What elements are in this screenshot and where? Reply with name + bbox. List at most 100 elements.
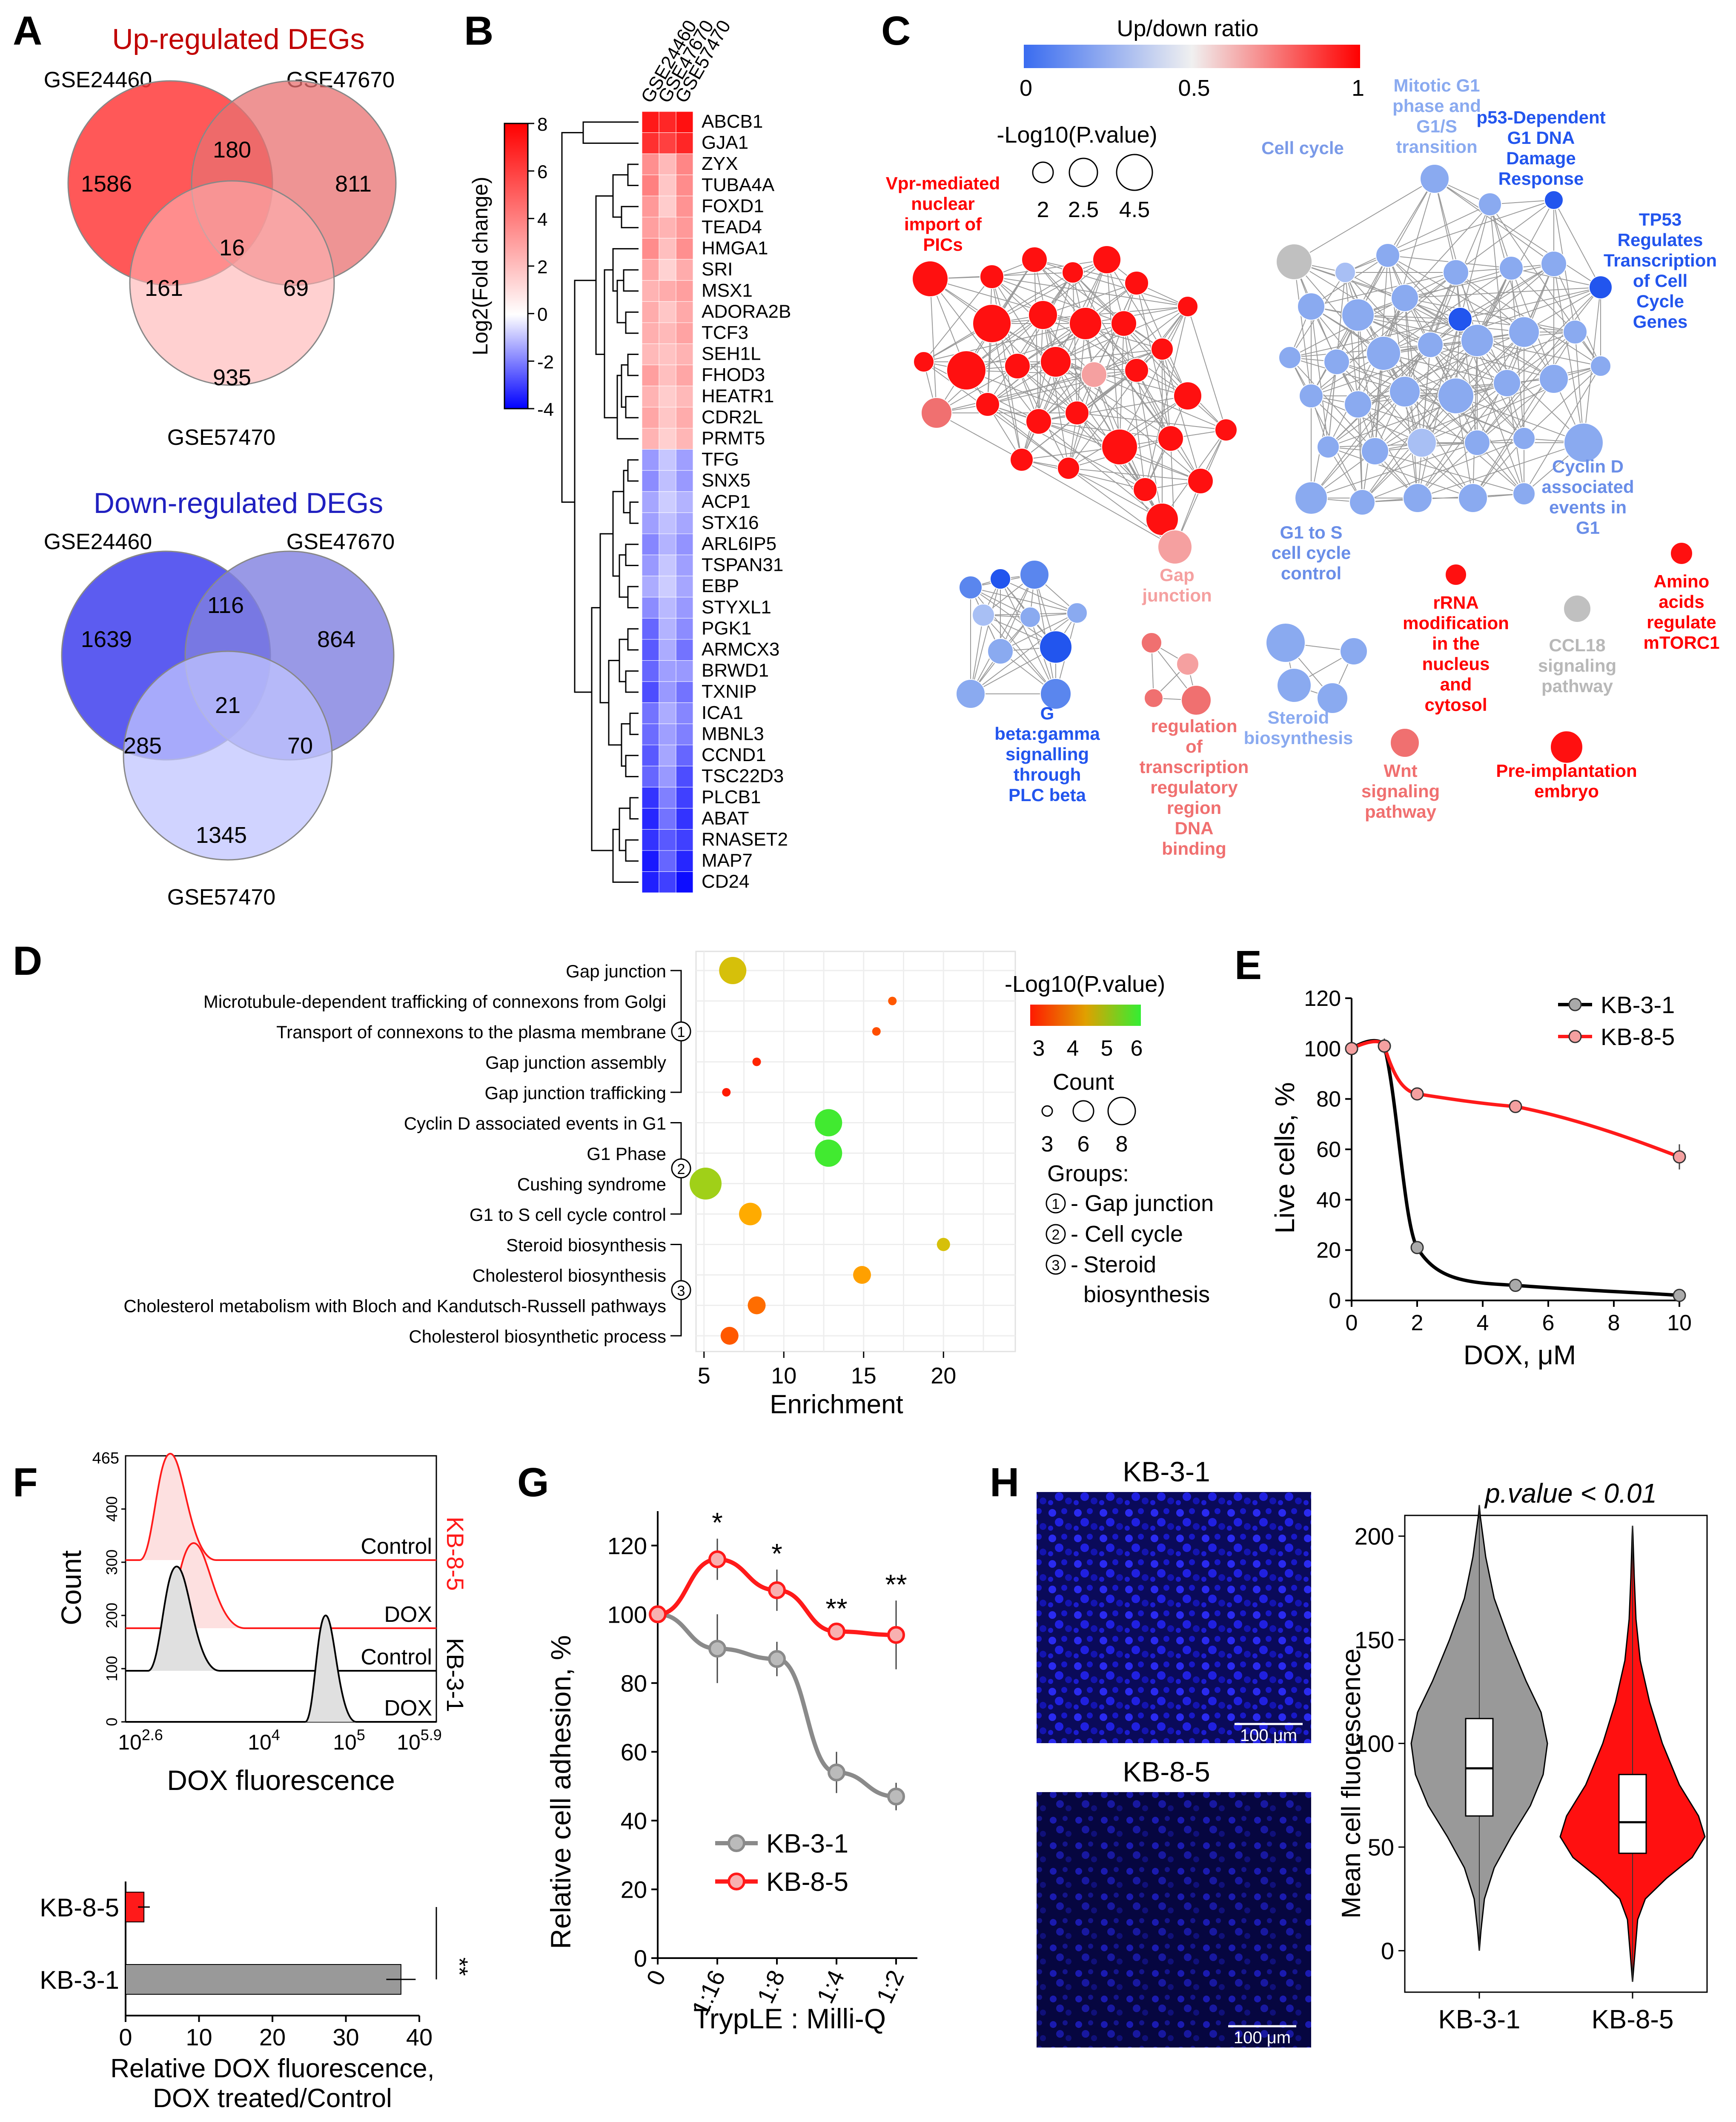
heatmap-gene-label: FOXD1: [702, 195, 764, 216]
adhesion-point: [649, 1605, 667, 1624]
heatmap-cell: [676, 618, 693, 640]
violin-y-tick: 0: [1381, 1938, 1394, 1964]
histogram-trace-label: DOX: [384, 1602, 432, 1627]
network-edge: [1328, 383, 1507, 447]
venn-up-count: 935: [213, 365, 251, 390]
network-edge: [1421, 319, 1461, 443]
dendrogram-branch: [625, 755, 639, 777]
network-node: [1021, 246, 1048, 273]
network-node: [912, 261, 948, 297]
panel-label-h: H: [990, 1460, 1019, 1505]
network-node: [921, 397, 952, 429]
network-node: [1317, 682, 1348, 714]
dot-plot-x-tick: 20: [931, 1363, 956, 1389]
panel-label-c: C: [881, 8, 911, 54]
dendrogram-branch: [627, 628, 639, 651]
heatmap-cell: [659, 808, 676, 830]
network-edge: [1328, 447, 1473, 498]
dendrogram-branch: [629, 713, 639, 735]
dot-legend-count-tick: 6: [1077, 1132, 1090, 1157]
network-node: [1366, 336, 1401, 371]
heatmap-gene-label: BRWD1: [702, 660, 769, 681]
dot-plot-x-label: Enrichment: [770, 1390, 903, 1419]
violin-y-tick: 150: [1355, 1627, 1394, 1653]
network-edge: [1000, 578, 1077, 613]
heatmap-cell: [659, 132, 676, 154]
violin-y-label: Mean cell fluorescence: [1337, 1649, 1366, 1919]
network-node: [972, 304, 1011, 343]
network-edge: [930, 278, 937, 413]
survival-y-tick: 20: [1316, 1238, 1341, 1263]
panel-label-g: G: [517, 1460, 549, 1505]
venn-down-count: 1639: [81, 627, 132, 652]
heatmap-cell: [659, 111, 676, 133]
heatmap-cell: [676, 850, 693, 872]
heatmap-cell: [659, 555, 676, 576]
dendrogram-branch: [619, 639, 628, 682]
network-edge: [1068, 468, 1163, 520]
network-edge: [1038, 315, 1043, 422]
network-edge: [1043, 315, 1163, 349]
panel-a: A Up-regulated DEGs GSE24460 GSE47670 15…: [13, 8, 397, 910]
network-edge: [1289, 357, 1363, 503]
venn-down-count: 116: [207, 593, 244, 618]
dendrogram-branch: [625, 670, 639, 693]
colorbar-tick-label: 0: [537, 304, 547, 325]
dot-plot-x-tick: 15: [851, 1363, 877, 1389]
venn-down-count: 285: [123, 733, 162, 759]
group-bracket-id: 2: [677, 1161, 685, 1177]
network-node: [1141, 632, 1162, 653]
network-node: [1295, 481, 1328, 515]
heatmap-cell: [676, 153, 693, 175]
histogram-trace-label: DOX: [384, 1696, 432, 1721]
heatmap-cell: [642, 808, 659, 830]
network-edge: [1472, 332, 1576, 498]
network-node: [1317, 435, 1340, 458]
dendrogram-branch: [621, 206, 639, 229]
venn-down-set2: GSE47670: [286, 530, 395, 554]
network-node: [1508, 316, 1540, 348]
adhesion-legend-label: KB-8-5: [766, 1867, 848, 1897]
heatmap-cell: [676, 787, 693, 809]
dot-legend-color-tick: 6: [1131, 1036, 1143, 1061]
dendrogram-branch: [619, 808, 630, 851]
venn-up-circle-3: [129, 180, 335, 386]
heatmap-cell: [642, 787, 659, 809]
dendrogram-branch: [627, 163, 639, 186]
venn-down-count: 21: [215, 693, 241, 718]
violin-y-tick: 50: [1368, 1834, 1394, 1861]
heatmap-cell: [642, 449, 659, 471]
network-node: [1443, 259, 1469, 286]
heatmap-cell: [676, 576, 693, 598]
survival-y-label: Live cells, %: [1269, 1082, 1300, 1234]
panel-b: B 8 6 4 2 0 -2 -4 Log2(Fold change) GSE24460GS…: [464, 8, 791, 893]
network-edge: [1553, 263, 1584, 443]
network-edge: [1383, 178, 1435, 354]
network-edge: [1311, 306, 1329, 447]
heatmap-gene-label: HEATR1: [702, 386, 774, 407]
dot-legend-groups-title: Groups:: [1047, 1161, 1129, 1186]
heatmap-cell: [642, 702, 659, 724]
network-edge: [970, 587, 1077, 613]
network-colorbar-tick: 1: [1352, 75, 1364, 101]
dendrogram-branch: [623, 269, 639, 292]
dot-plot-points: [690, 957, 950, 1345]
adhesion-y-tick: 120: [607, 1532, 647, 1559]
network-edge: [1311, 306, 1478, 341]
adhesion-point: [768, 1650, 786, 1668]
network-edge: [1034, 259, 1163, 349]
bar-category-label: KB-3-1: [40, 1966, 119, 1994]
adhesion-y-tick: 20: [621, 1876, 647, 1903]
heatmap-cell: [676, 217, 693, 239]
network-edge: [1417, 319, 1461, 498]
heatmap-cell: [659, 259, 676, 281]
network-edge: [1507, 332, 1576, 384]
heatmap-cell: [659, 322, 676, 344]
network-labels: Vpr-mediated nuclear import of PICs Gap junct…: [886, 75, 1720, 859]
heatmap-cell: [642, 280, 659, 302]
adhesion-significance: *: [712, 1507, 723, 1538]
dot-plot-point: [722, 1088, 731, 1097]
heatmap-cell: [659, 787, 676, 809]
network-edge: [1421, 383, 1507, 443]
